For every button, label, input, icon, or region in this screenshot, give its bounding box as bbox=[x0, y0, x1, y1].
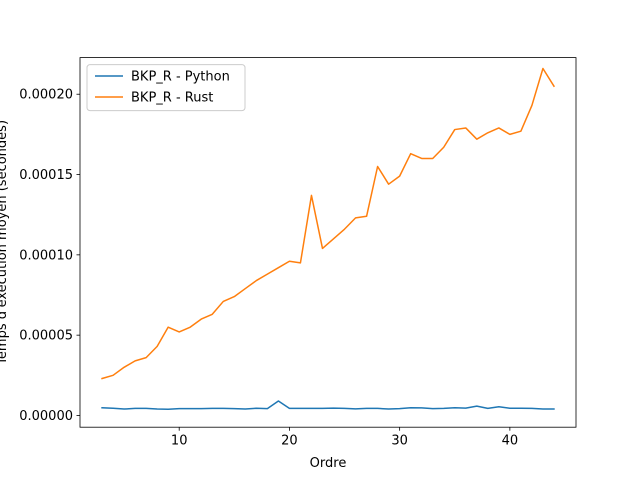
y-axis: 0.00000 0.00005 0.00010 0.00015 0.00020 bbox=[19, 88, 80, 424]
legend-box bbox=[86, 64, 246, 112]
series-layer bbox=[101, 67, 555, 410]
legend: BKP_R - Python BKP_R - Rust bbox=[86, 64, 246, 112]
y-tick-label: 0.00020 bbox=[19, 88, 73, 103]
plot-area bbox=[79, 57, 577, 428]
y-tick-label: 0.00010 bbox=[19, 248, 73, 263]
series-line-1 bbox=[101, 67, 555, 380]
x-tick-label: 10 bbox=[171, 434, 188, 449]
plot-frame bbox=[79, 57, 577, 428]
series-line-0 bbox=[101, 400, 555, 410]
y-tick-label: 0.00000 bbox=[19, 409, 73, 424]
x-tick-label: 20 bbox=[281, 434, 298, 449]
legend-label-python: BKP_R - Python bbox=[131, 70, 230, 85]
x-tick-label: 30 bbox=[391, 434, 408, 449]
y-tick-label: 0.00005 bbox=[19, 329, 73, 344]
x-axis: 10 20 30 40 bbox=[171, 427, 518, 449]
y-tick-label: 0.00015 bbox=[19, 168, 73, 183]
x-axis-label: Ordre bbox=[310, 456, 347, 471]
x-tick-label: 40 bbox=[502, 434, 519, 449]
y-axis-label: Temps d'exécution moyen (secondes) bbox=[0, 120, 10, 366]
legend-label-rust: BKP_R - Rust bbox=[131, 91, 213, 106]
